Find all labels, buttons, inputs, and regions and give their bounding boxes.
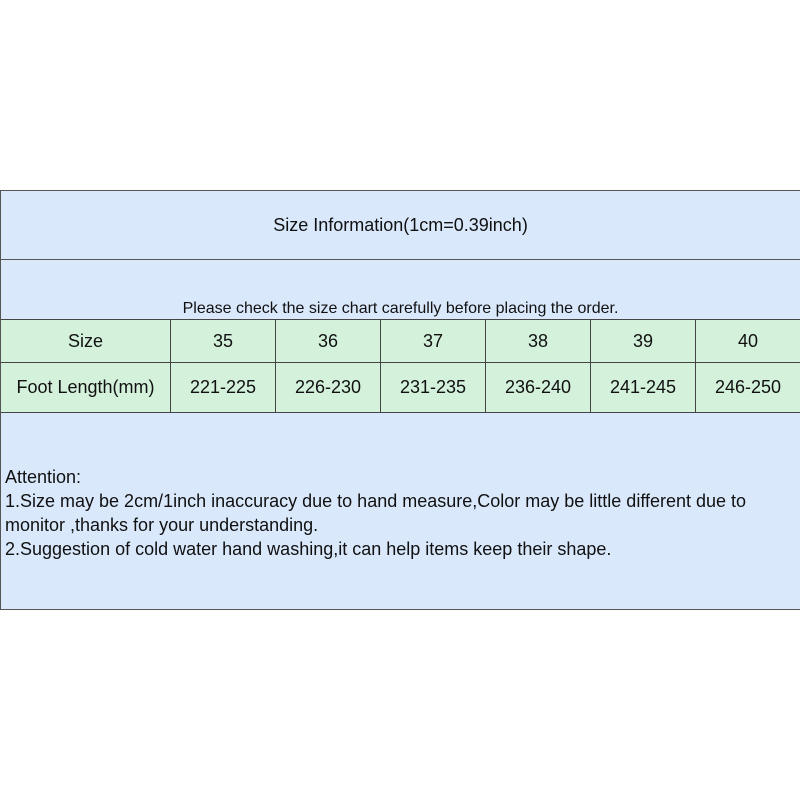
table-cell: Foot Length(mm) [16, 377, 155, 397]
table-cell: 241-245 [590, 363, 695, 412]
header-cell: 38 [485, 320, 590, 362]
header-cell: 36 [275, 320, 380, 362]
attention-line: 2.Suggestion of cold water hand washing,… [5, 539, 612, 559]
header-cell: 40 [695, 320, 800, 362]
size-chart: Size Information(1cm=0.39inch) Please ch… [0, 190, 800, 610]
size-row: Size 35 36 37 38 39 40 [1, 319, 800, 362]
chart-title: Size Information(1cm=0.39inch) [1, 191, 800, 260]
attention-line: 1.Size may be 2cm/1inch inaccuracy due t… [5, 491, 747, 535]
header-cell: 39 [590, 320, 695, 362]
order-note: Please check the size chart carefully be… [1, 260, 800, 319]
attention-heading: Attention: [5, 467, 82, 487]
table-cell: 236-240 [485, 363, 590, 412]
header-cell: 35 [170, 320, 275, 362]
foot-length-row: Foot Length(mm) 221-225 226-230 231-235 … [1, 362, 800, 412]
header-cell: Size [67, 330, 103, 351]
table-cell: 226-230 [275, 363, 380, 412]
header-cell: 37 [380, 320, 485, 362]
table-cell: 231-235 [380, 363, 485, 412]
table-cell: 246-250 [695, 363, 800, 412]
attention-section: Attention: 1.Size may be 2cm/1inch inacc… [1, 412, 800, 609]
table-cell: 221-225 [170, 363, 275, 412]
